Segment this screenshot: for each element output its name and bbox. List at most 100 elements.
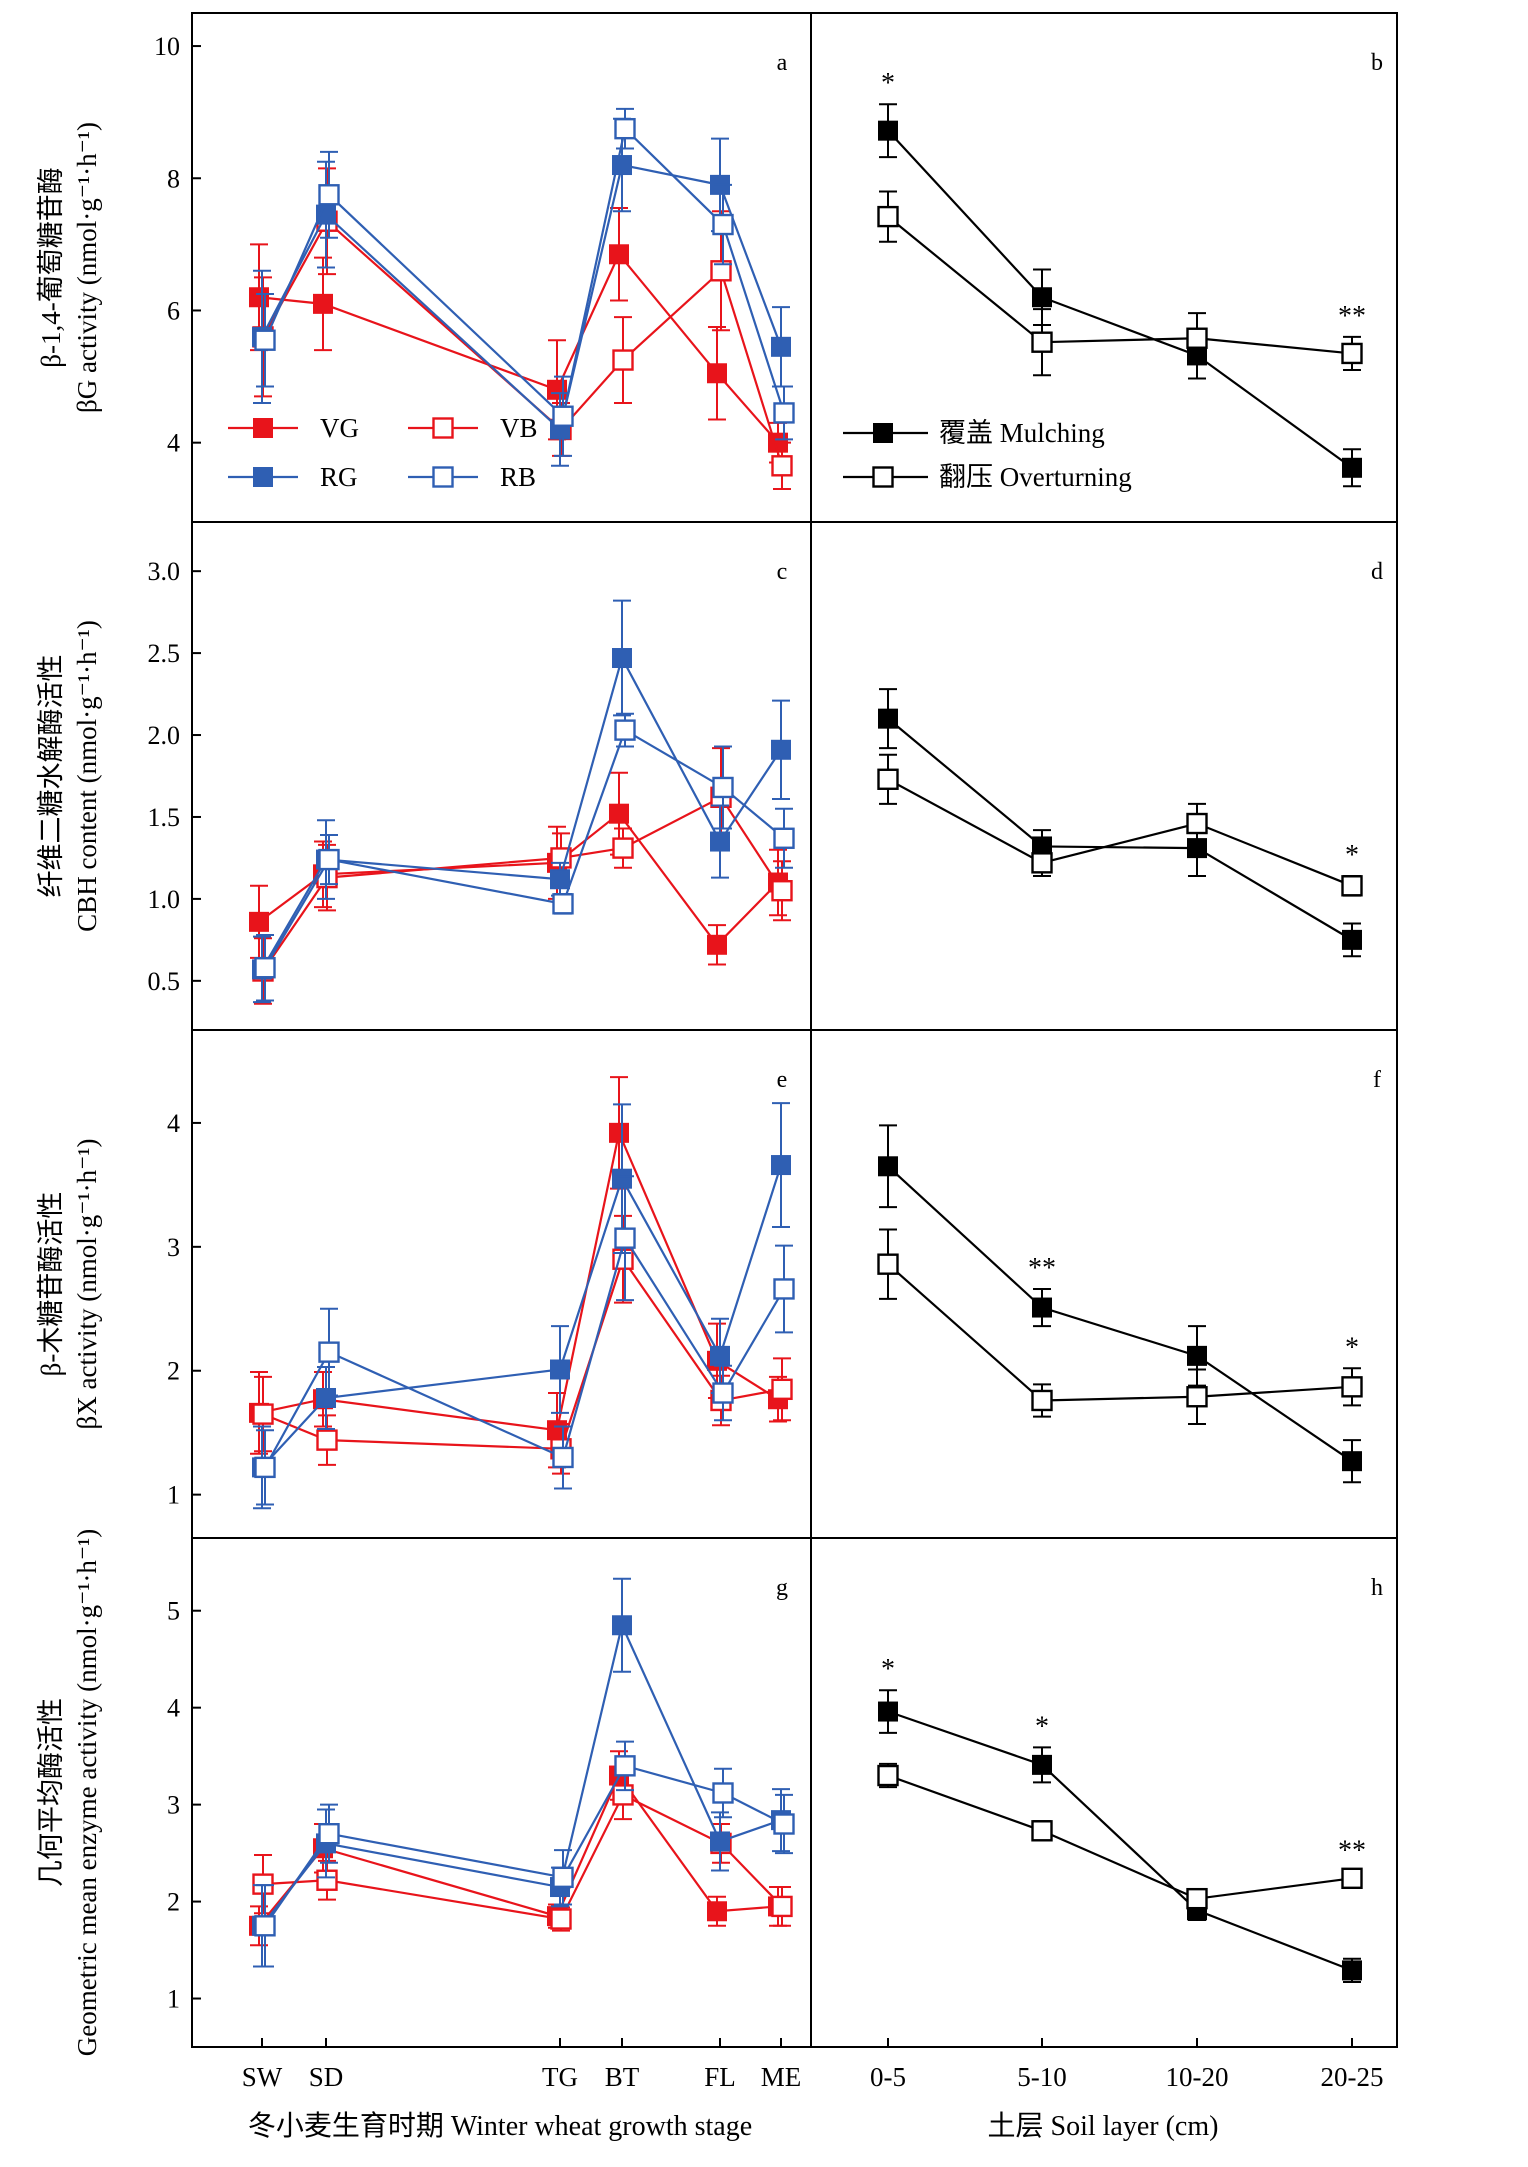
y-axis: 4 6 8 10 (154, 32, 201, 458)
data-point (877, 205, 899, 228)
panel-frame-left (191, 1029, 812, 1539)
x-tick-label: 10-20 (1166, 2062, 1229, 2092)
y-tick-label: 2.0 (148, 721, 181, 750)
legend-marker (253, 418, 273, 438)
panel-letter: g (776, 1575, 788, 1601)
y-tick-label: 0.5 (148, 967, 181, 996)
right-panel-series (877, 1124, 1363, 1484)
data-point (550, 869, 570, 890)
data-point (1031, 1389, 1053, 1412)
data-point (771, 1155, 791, 1176)
significance-mark: * (1035, 1711, 1049, 1742)
y-axis-label-cn: 纤维二糖水解酶活性 (36, 655, 66, 898)
data-point (1341, 875, 1363, 897)
panel-letter: b (1371, 50, 1383, 76)
x-axis-title-left: 冬小麦生育时期 Winter wheat growth stage (248, 2110, 752, 2142)
data-point (773, 1278, 795, 1300)
data-point (707, 363, 727, 384)
panel-letter: a (777, 50, 788, 76)
y-tick-label: 10 (154, 32, 180, 61)
x-tick-label: SD (309, 2062, 344, 2092)
data-point (552, 1446, 574, 1469)
legend-item-RB: RB (408, 462, 536, 492)
series-line (258, 1129, 779, 1432)
data-point (1031, 331, 1053, 353)
series-overturning (877, 1762, 1363, 1910)
data-point (249, 911, 269, 932)
data-point (712, 776, 734, 799)
data-point (1032, 1754, 1052, 1775)
series-overturning (877, 1228, 1363, 1426)
x-tick-label: ME (761, 2062, 802, 2092)
series-line (887, 129, 1353, 469)
data-point (1031, 1820, 1053, 1842)
significance-mark: * (881, 1654, 895, 1685)
data-point (1342, 1960, 1362, 1981)
significance-mark: ** (1338, 1836, 1366, 1867)
series-line (263, 126, 786, 419)
data-point (316, 1429, 338, 1451)
panel-letter: d (1371, 559, 1383, 585)
y-tick-label: 2 (167, 1357, 180, 1386)
legend-left: VG VB RG RB (228, 413, 538, 492)
data-point (550, 1908, 572, 1930)
y-axis-labels: β-1,4-葡萄糖苷酶 βG activity (nmol·g⁻¹·h⁻¹) 纤维二… (36, 122, 102, 2056)
significance-mark: ** (1338, 301, 1366, 332)
data-point (609, 803, 629, 824)
data-point (878, 1156, 898, 1177)
x-tick-label: BT (605, 2062, 640, 2092)
legend-label: VG (320, 413, 359, 443)
data-point (1186, 327, 1208, 349)
panel-letter: h (1371, 1575, 1383, 1601)
right-panel-series (877, 688, 1363, 958)
y-axis-label-en: CBH content (nmol·g⁻¹·h⁻¹) (72, 620, 102, 932)
data-point (1186, 1887, 1208, 1910)
panel-letter: e (777, 1067, 788, 1093)
legend-label: RG (320, 462, 358, 492)
data-point (771, 1378, 793, 1401)
y-axis: 0.5 1.0 1.5 2.0 2.5 3.0 (148, 557, 201, 996)
legend-right: 覆盖 Mulching 翻压 Overturning (843, 418, 1132, 492)
series-line (887, 1263, 1353, 1402)
data-point (252, 1403, 274, 1425)
data-point (612, 1784, 634, 1806)
left-panel-series (249, 599, 795, 1005)
y-axis-label-cn: β-1,4-葡萄糖苷酶 (36, 167, 66, 367)
legend-label: RB (500, 462, 536, 492)
legend-item-VG: VG (228, 413, 359, 443)
data-point (1186, 812, 1208, 835)
data-point (254, 329, 276, 351)
series-line (887, 215, 1353, 355)
data-point (318, 1823, 340, 1845)
x-tick-label: SW (242, 2062, 283, 2092)
data-point (318, 1341, 340, 1363)
series-line (887, 1774, 1353, 1900)
significance-mark: * (1345, 1332, 1359, 1363)
data-point (877, 768, 899, 790)
panel-frames (191, 12, 1398, 2048)
data-point (710, 1831, 730, 1852)
legend-label: VB (500, 413, 538, 443)
left-panel-series (249, 107, 795, 490)
y-axis-label: 纤维二糖水解酶活性 CBH content (nmol·g⁻¹·h⁻¹) (36, 620, 102, 932)
y-tick-label: 1 (167, 1481, 180, 1510)
series-line (261, 1621, 782, 1927)
data-point (313, 293, 333, 314)
data-point (254, 957, 276, 979)
data-point (773, 402, 795, 424)
y-tick-label: 6 (167, 296, 180, 325)
x-tick-label: TG (542, 2062, 578, 2092)
legend-marker (873, 423, 893, 443)
data-point (771, 336, 791, 357)
series-RG (252, 1102, 791, 1510)
y-axis-label-en: βX activity (nmol·g⁻¹·h⁻¹) (72, 1139, 102, 1430)
series-line (264, 1235, 785, 1468)
data-point (318, 184, 340, 206)
data-point (614, 1227, 636, 1249)
y-tick-label: 2 (167, 1888, 180, 1917)
data-point (771, 1895, 793, 1918)
x-axes: SW SD TG BT FL ME 冬小麦生育时期 Winter wheat growth … (242, 2038, 1384, 2142)
data-point (878, 1701, 898, 1722)
significance-mark: * (1345, 840, 1359, 871)
significance-mark: ** (1028, 1253, 1056, 1284)
